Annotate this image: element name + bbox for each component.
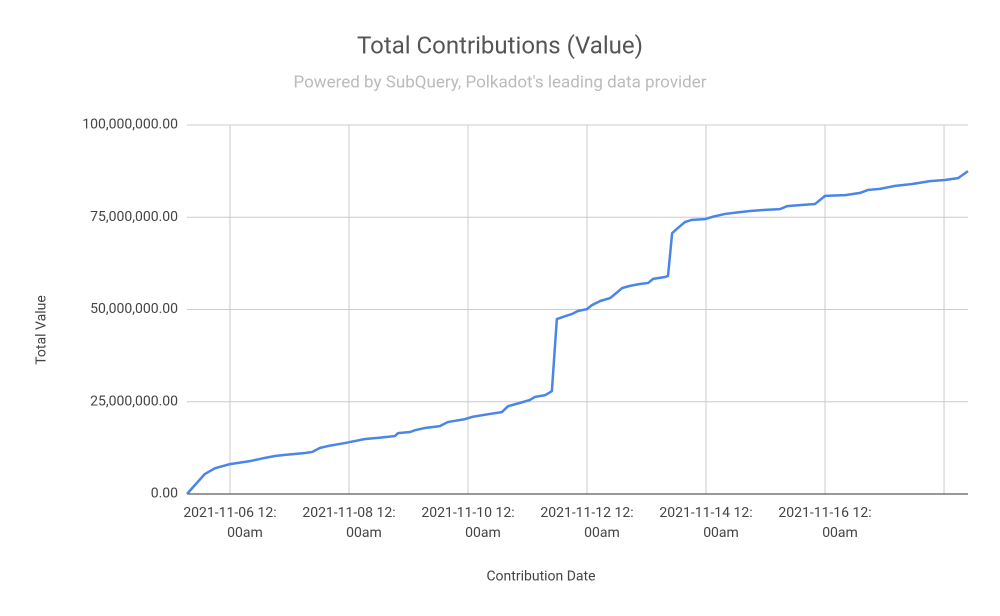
- x-tick-label: 2021-11-12 12: 00am: [540, 505, 633, 541]
- y-tick-label: 75,000,000.00: [90, 209, 178, 225]
- y-tick-label: 50,000,000.00: [90, 301, 178, 317]
- x-axis-label: Contribution Date: [486, 569, 595, 585]
- y-tick-label: 0.00: [151, 486, 178, 502]
- y-tick-label: 25,000,000.00: [90, 393, 178, 409]
- y-axis-label: Total Value: [34, 295, 50, 365]
- x-tick-label: 2021-11-10 12: 00am: [421, 505, 514, 541]
- chart-title: Total Contributions (Value): [357, 31, 643, 59]
- x-tick-label: 2021-11-16 12: 00am: [778, 505, 871, 541]
- y-tick-label: 100,000,000.00: [82, 117, 178, 133]
- x-tick-label: 2021-11-06 12: 00am: [183, 505, 276, 541]
- x-tick-label: 2021-11-08 12: 00am: [302, 505, 395, 541]
- chart-subtitle: Powered by SubQuery, Polkadot's leading …: [294, 72, 707, 92]
- x-tick-label: 2021-11-14 12: 00am: [659, 505, 752, 541]
- data-line: [186, 170, 969, 495]
